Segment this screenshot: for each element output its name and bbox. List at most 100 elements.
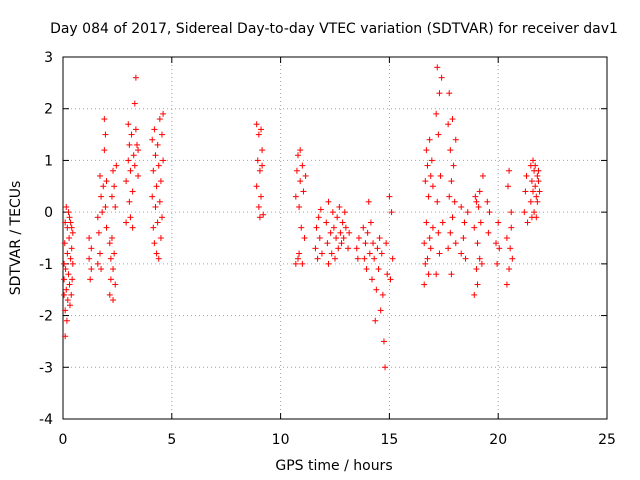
data-point <box>507 245 514 252</box>
data-point <box>259 147 266 154</box>
data-point <box>372 317 379 324</box>
x-tick-label: 0 <box>59 432 68 448</box>
data-point <box>536 188 543 195</box>
data-point <box>298 224 305 231</box>
data-point <box>159 131 166 138</box>
data-point <box>339 219 346 226</box>
data-point <box>435 229 442 236</box>
data-point <box>131 162 138 169</box>
data-point <box>131 100 138 107</box>
data-point <box>427 245 434 252</box>
data-point <box>472 193 479 200</box>
data-point <box>530 157 537 164</box>
y-axis-label: SDTVAR / TECUs <box>8 181 24 296</box>
data-point <box>295 152 302 159</box>
data-point <box>378 250 385 257</box>
data-point <box>437 172 444 179</box>
data-point <box>258 126 265 133</box>
data-point <box>447 147 454 154</box>
data-point <box>338 240 345 247</box>
data-point <box>527 198 534 205</box>
data-point <box>318 250 325 257</box>
data-point <box>254 157 261 164</box>
y-tick-labels: -4 -3 -2 -1 0 1 2 3 <box>39 50 53 428</box>
data-point <box>426 235 433 241</box>
data-point <box>156 198 163 205</box>
data-point <box>100 183 107 190</box>
y-tick-label: 3 <box>44 50 53 66</box>
data-point <box>253 121 260 128</box>
data-point <box>422 260 429 267</box>
data-point <box>108 235 115 241</box>
data-point <box>65 209 72 216</box>
data-point <box>365 198 372 205</box>
data-point <box>313 224 320 231</box>
data-point <box>535 167 542 174</box>
data-point <box>62 307 69 314</box>
data-point <box>103 224 110 231</box>
data-point <box>157 235 164 241</box>
data-point <box>364 229 371 236</box>
data-point <box>362 240 369 247</box>
x-axis-label: GPS time / hours <box>275 458 392 474</box>
data-point <box>366 250 373 257</box>
data-point <box>329 209 336 216</box>
data-point <box>62 266 69 273</box>
data-point <box>258 193 265 200</box>
data-point <box>458 250 465 257</box>
data-point <box>113 162 120 169</box>
x-tick-label: 5 <box>167 432 176 448</box>
data-point <box>314 255 321 262</box>
data-point <box>64 297 71 304</box>
data-point <box>421 281 428 288</box>
y-tick-label: -4 <box>39 412 53 428</box>
data-point <box>129 224 136 231</box>
data-point <box>387 276 394 283</box>
data-point <box>471 224 478 231</box>
data-point <box>429 183 436 190</box>
data-point <box>63 317 70 324</box>
data-point <box>315 214 322 221</box>
data-point <box>127 214 134 221</box>
data-point <box>503 281 510 288</box>
data-point <box>478 260 485 267</box>
data-point <box>94 214 101 221</box>
data-point <box>312 245 319 252</box>
x-tick-label: 15 <box>380 432 398 448</box>
data-point <box>452 136 459 143</box>
data-point <box>111 250 118 257</box>
data-point <box>328 250 335 257</box>
data-point <box>62 333 69 340</box>
data-point <box>449 116 456 123</box>
plot-frame <box>62 56 608 420</box>
data-point <box>461 219 468 226</box>
data-point <box>126 141 133 148</box>
data-point <box>302 172 309 179</box>
data-point <box>151 126 158 133</box>
data-point <box>111 183 118 190</box>
data-point <box>434 198 441 205</box>
data-point <box>301 235 308 241</box>
y-tick-label: 2 <box>44 102 53 118</box>
data-point <box>135 172 142 179</box>
data-point <box>112 281 119 288</box>
data-point <box>425 271 432 278</box>
data-point <box>504 183 511 190</box>
data-point <box>101 147 108 154</box>
data-point <box>476 188 483 195</box>
data-point <box>496 245 503 252</box>
data-point <box>107 276 114 283</box>
data-point <box>433 110 440 117</box>
data-point <box>345 245 352 252</box>
data-point <box>435 131 442 138</box>
data-point <box>96 250 103 257</box>
data-point <box>154 141 161 148</box>
data-point <box>475 203 482 210</box>
data-point <box>316 235 323 241</box>
data-point <box>64 250 71 257</box>
data-point <box>436 250 443 257</box>
data-point <box>460 235 467 241</box>
data-point <box>296 250 303 257</box>
data-point <box>150 224 157 231</box>
data-point <box>125 157 132 164</box>
